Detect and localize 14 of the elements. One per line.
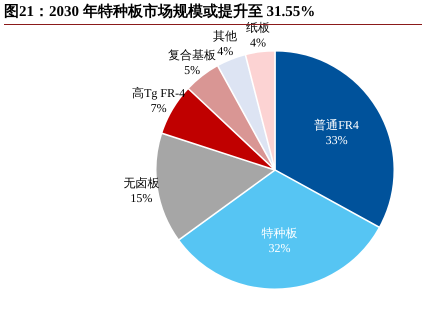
data-label: 4% [217, 44, 234, 58]
data-label: 33% [326, 133, 348, 148]
data-label: 5% [184, 62, 200, 77]
slice-label: 高Tg FR-4 [132, 86, 186, 100]
data-label: 7% [150, 100, 167, 115]
slice-label: 其他 [213, 28, 238, 43]
data-label: 32% [268, 241, 290, 256]
data-label: 15% [130, 190, 152, 205]
data-label: 4% [250, 35, 266, 50]
slice-label: 无卤板 [123, 176, 160, 190]
slice-label: 特种板 [261, 226, 298, 240]
slice-label: 普通FR4 [314, 118, 359, 132]
chart-title: 图21：2030 年特种板市场规模或提升至 31.55% [4, 4, 316, 20]
slice-label: 复合基板 [168, 48, 216, 62]
